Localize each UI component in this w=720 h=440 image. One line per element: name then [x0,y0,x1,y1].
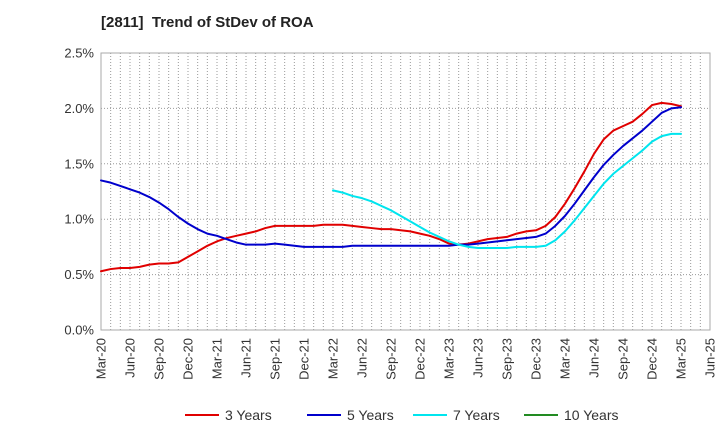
tick-labels: 0.0% 0.5% 1.0% 1.5% 2.0% 2.5% Mar-20 Jun-20 Sep-… [64,46,717,380]
x-tick-label: Jun-21 [239,338,254,378]
x-tick-label: Mar-20 [94,338,109,379]
y-tick-label: 2.0% [64,101,94,116]
x-tick-label: Dec-20 [181,338,196,380]
x-tick-label: Mar-21 [210,338,225,379]
x-tick-label: Sep-24 [616,338,631,380]
legend-swatch [524,414,558,416]
legend-label: 10 Years [564,407,619,423]
legend-swatch [307,414,341,416]
grid [101,53,710,330]
series-line-7-years [332,132,682,250]
y-tick-label: 1.0% [64,212,94,227]
plot-frame [100,52,711,331]
legend-swatch [185,414,219,416]
chart-title: [2811] Trend of StDev of ROA [101,14,314,31]
x-tick-label: Sep-23 [500,338,515,380]
x-tick-label: Dec-21 [297,338,312,380]
series-line-5-years [100,106,682,248]
series-line-3-years [100,101,682,273]
legend-label: 5 Years [347,407,394,423]
y-tick-label: 0.5% [64,267,94,282]
x-tick-label: Dec-22 [413,338,428,380]
x-tick-label: Sep-22 [384,338,399,380]
y-tick-label: 2.5% [64,46,94,61]
x-tick-label: Jun-23 [471,338,486,378]
x-tick-label: Mar-25 [674,338,689,379]
x-tick-label: Mar-22 [326,338,341,379]
legend-label: 7 Years [453,407,500,423]
x-tick-label: Jun-24 [587,338,602,378]
x-tick-label: Mar-23 [442,338,457,379]
x-tick-label: Jun-22 [355,338,370,378]
legend-label: 3 Years [225,407,272,423]
x-tick-label: Dec-23 [529,338,544,380]
x-tick-label: Mar-24 [558,338,573,379]
series-lines [100,101,682,273]
y-tick-label: 1.5% [64,156,94,171]
axes [100,52,711,331]
legend-swatch [413,414,447,416]
x-tick-label: Jun-20 [123,338,138,378]
chart-legend: 3 Years 5 Years 7 Years 10 Years [0,403,720,427]
x-tick-label: Sep-20 [152,338,167,380]
y-tick-label: 0.0% [64,323,94,338]
x-tick-label: Jun-25 [703,338,718,378]
x-tick-label: Dec-24 [645,338,660,380]
x-tick-label: Sep-21 [268,338,283,380]
